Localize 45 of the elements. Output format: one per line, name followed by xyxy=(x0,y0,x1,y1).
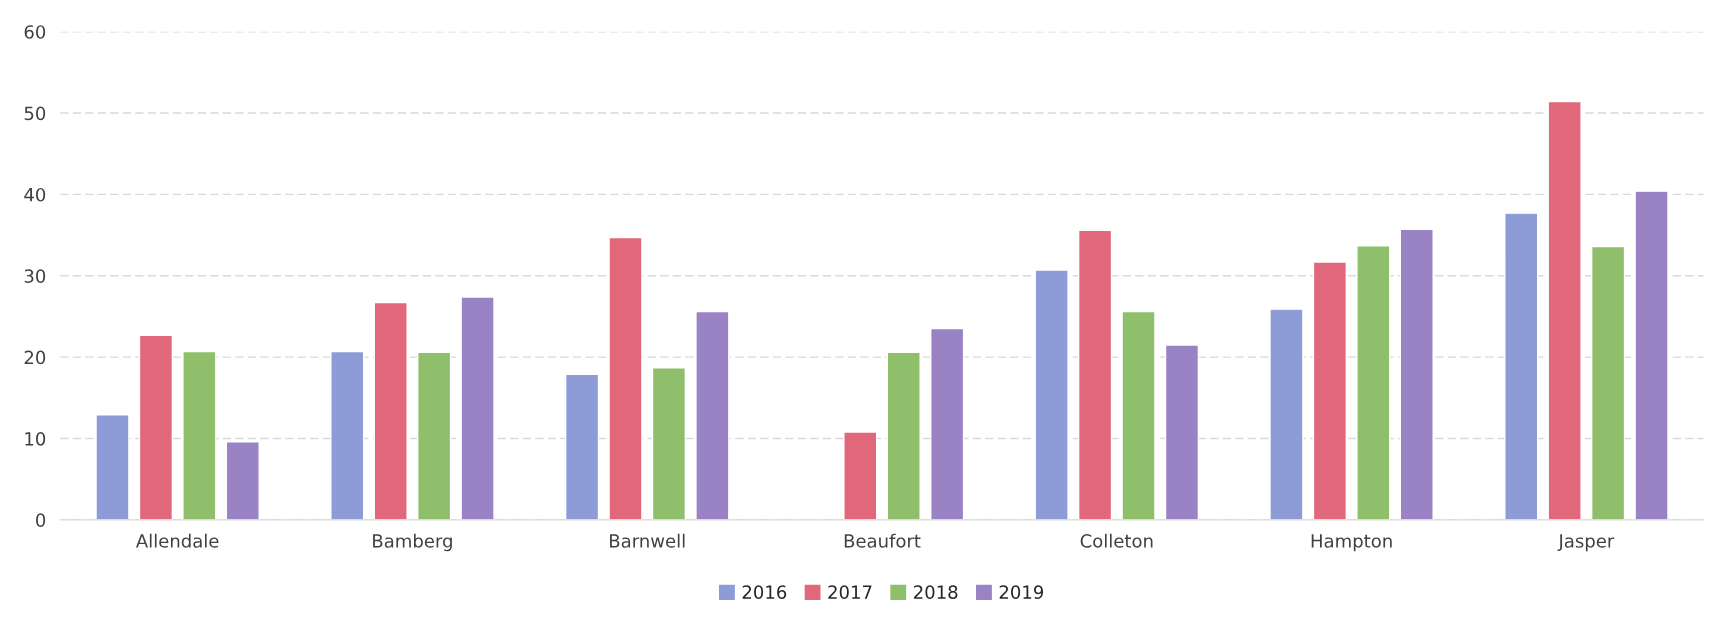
y-tick-label: 10 xyxy=(25,431,46,446)
bar xyxy=(373,301,408,520)
bar xyxy=(843,431,878,520)
bar xyxy=(930,327,965,520)
bar xyxy=(608,236,643,520)
x-tick-label: Beaufort xyxy=(844,533,921,548)
bar xyxy=(886,351,921,520)
bar xyxy=(1121,310,1156,520)
y-tick-label: 40 xyxy=(24,187,46,202)
x-tick-label: Allendale xyxy=(135,533,219,548)
x-tick-label: Hampton xyxy=(1311,534,1392,552)
legend-label: 2018 xyxy=(914,585,958,599)
bar xyxy=(1269,308,1304,520)
bar xyxy=(1399,228,1434,520)
bar xyxy=(1164,344,1200,520)
y-tick-label: 20 xyxy=(24,350,46,365)
bar xyxy=(460,296,495,520)
legend-label: 2017 xyxy=(828,585,872,599)
bar xyxy=(1634,190,1669,520)
bar xyxy=(564,373,600,520)
bar xyxy=(1312,261,1348,520)
bar xyxy=(225,441,260,520)
legend-label: 2016 xyxy=(742,585,787,599)
bar xyxy=(1590,245,1626,520)
bar xyxy=(1034,269,1069,520)
legend-label: 2019 xyxy=(999,585,1044,599)
bar xyxy=(1547,100,1582,520)
bar xyxy=(95,414,130,520)
x-tick-label: Jasper xyxy=(1557,534,1615,552)
bar xyxy=(182,350,217,520)
bar xyxy=(1356,244,1391,520)
bar xyxy=(651,367,687,520)
y-tick-label: 60 xyxy=(24,25,46,39)
bar xyxy=(1504,212,1539,520)
bar xyxy=(417,351,452,520)
x-tick-label: Barnwell xyxy=(610,533,685,548)
bar xyxy=(330,350,365,520)
x-tick-label: Bamberg xyxy=(373,533,452,552)
y-tick-label: 50 xyxy=(24,106,46,121)
bar xyxy=(1077,229,1113,520)
y-tick-label: 0 xyxy=(36,513,46,527)
x-tick-label: Colleton xyxy=(1080,533,1153,548)
bar xyxy=(138,334,174,520)
bar xyxy=(695,310,730,520)
y-tick-label: 30 xyxy=(24,269,46,283)
